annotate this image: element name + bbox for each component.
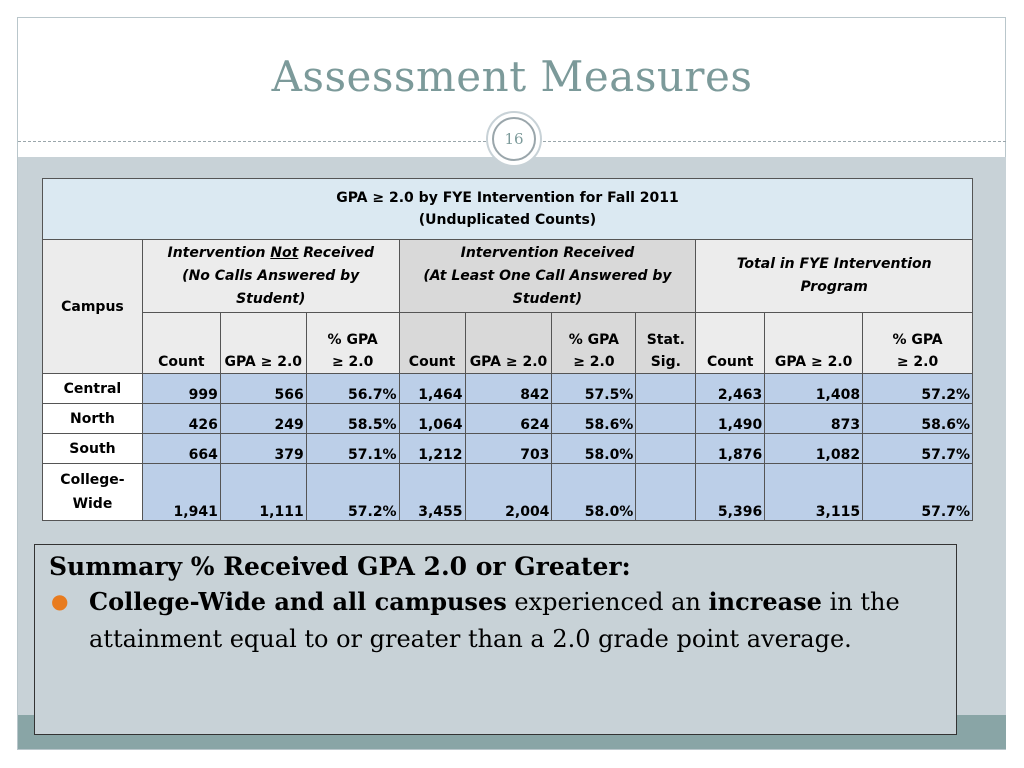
summary-bold-1: College-Wide and all campuses	[89, 587, 507, 616]
stat-sig-cell	[635, 403, 697, 434]
nr-gpa-cell: 566	[219, 373, 307, 404]
subheader-r-count: Count	[398, 312, 466, 374]
r-count-cell: 3,455	[398, 463, 466, 521]
group-received-line2: (At Least One Call Answered by	[423, 267, 672, 284]
group-not-received-suffix: Received	[298, 244, 375, 261]
group-header-not-received: Intervention Not Received (No Calls Answ…	[141, 239, 400, 313]
campus-cell: Central	[42, 373, 143, 404]
table-row-south: South 664 379 57.1% 1,212 703 58.0% 1,87…	[42, 433, 973, 464]
table-caption-line2: (Unduplicated Counts)	[418, 212, 597, 228]
group-not-received-emphasis: Not	[270, 244, 299, 261]
nr-pct-cell: 56.7%	[305, 373, 400, 404]
t-count-cell: 1,876	[695, 433, 766, 464]
bullet-dot-icon: ●	[51, 589, 69, 613]
subheader-stat-line1: Stat.	[646, 332, 685, 348]
nr-count-cell: 999	[141, 373, 221, 404]
subheader-t-pct: % GPA ≥ 2.0	[862, 312, 973, 374]
slide-title: Assessment Measures	[271, 52, 753, 101]
r-gpa-cell: 703	[464, 433, 553, 464]
r-pct-cell: 58.6%	[551, 403, 637, 434]
table-caption-line1: GPA ≥ 2.0 by FYE Intervention for Fall 2…	[336, 190, 679, 206]
table-row-college-wide: College- Wide 1,941 1,111 57.2% 3,455 2,…	[42, 463, 973, 521]
summary-heading: Summary % Received GPA 2.0 or Greater:	[49, 552, 631, 581]
subheader-nr-gpa: GPA ≥ 2.0	[219, 312, 307, 374]
nr-pct-cell: 57.2%	[305, 463, 400, 521]
campus-line1: College-	[60, 472, 125, 488]
subheader-pct-line1: % GPA	[327, 332, 378, 348]
nr-gpa-cell: 249	[219, 403, 307, 434]
campus-line2: Wide	[72, 496, 113, 512]
nr-pct-cell: 57.1%	[305, 433, 400, 464]
subheader-stat-sig: Stat. Sig.	[635, 312, 697, 374]
group-received-line3: Student)	[512, 290, 583, 307]
subheader-pct-line2: ≥ 2.0	[331, 354, 374, 370]
summary-box: Summary % Received GPA 2.0 or Greater: ●…	[34, 544, 957, 735]
t-count-cell: 2,463	[695, 373, 766, 404]
gpa-table: GPA ≥ 2.0 by FYE Intervention for Fall 2…	[42, 178, 973, 521]
subheader-t-count: Count	[695, 312, 766, 374]
group-received-line1: Intervention Received	[460, 244, 635, 261]
campus-cell: North	[42, 403, 143, 434]
r-pct-cell: 58.0%	[551, 463, 637, 521]
subheader-pct-line2: ≥ 2.0	[896, 354, 939, 370]
t-gpa-cell: 3,115	[764, 463, 864, 521]
table-caption: GPA ≥ 2.0 by FYE Intervention for Fall 2…	[42, 178, 973, 240]
group-total-line1: Total in FYE Intervention	[736, 256, 932, 272]
campus-header: Campus	[42, 239, 143, 374]
summary-bold-2: increase	[708, 587, 822, 616]
t-pct-cell: 57.2%	[862, 373, 973, 404]
t-gpa-cell: 1,408	[764, 373, 864, 404]
group-not-received-line2: (No Calls Answered by	[182, 267, 360, 284]
nr-gpa-cell: 1,111	[219, 463, 307, 521]
group-total-line2: Program	[800, 279, 868, 295]
subheader-pct-line2: ≥ 2.0	[573, 354, 615, 370]
summary-bullet: ● College-Wide and all campuses experien…	[49, 583, 942, 658]
subheader-t-gpa: GPA ≥ 2.0	[764, 312, 864, 374]
group-header-total: Total in FYE Intervention Program	[695, 239, 973, 313]
subheader-pct-line1: % GPA	[568, 332, 619, 348]
group-not-received-line3: Student)	[236, 290, 306, 307]
table-row-central: Central 999 566 56.7% 1,464 842 57.5% 2,…	[42, 373, 973, 404]
r-pct-cell: 57.5%	[551, 373, 637, 404]
r-gpa-cell: 2,004	[464, 463, 553, 521]
r-pct-cell: 58.0%	[551, 433, 637, 464]
nr-count-cell: 426	[141, 403, 221, 434]
subheader-r-gpa: GPA ≥ 2.0	[464, 312, 553, 374]
stat-sig-cell	[635, 373, 697, 404]
subheader-nr-pct: % GPA ≥ 2.0	[305, 312, 400, 374]
group-not-received-line1: Intervention Not Received	[145, 242, 397, 265]
r-count-cell: 1,212	[398, 433, 466, 464]
r-count-cell: 1,064	[398, 403, 466, 434]
t-gpa-cell: 873	[764, 403, 864, 434]
campus-cell: South	[42, 433, 143, 464]
subheader-pct-line1: % GPA	[892, 332, 943, 348]
group-header-received: Intervention Received (At Least One Call…	[398, 239, 697, 313]
t-pct-cell: 57.7%	[862, 463, 973, 521]
r-gpa-cell: 624	[464, 403, 553, 434]
summary-text-2: in the attainment equal to or greater th…	[89, 588, 900, 653]
nr-gpa-cell: 379	[219, 433, 307, 464]
r-count-cell: 1,464	[398, 373, 466, 404]
t-pct-cell: 57.7%	[862, 433, 973, 464]
t-gpa-cell: 1,082	[764, 433, 864, 464]
group-not-received-prefix: Intervention	[167, 244, 271, 261]
r-gpa-cell: 842	[464, 373, 553, 404]
subheader-stat-line2: Sig.	[650, 354, 681, 370]
summary-text-1: experienced an	[506, 588, 709, 616]
slide-number: 16	[492, 117, 536, 161]
nr-pct-cell: 58.5%	[305, 403, 400, 434]
subheader-nr-count: Count	[141, 312, 221, 374]
nr-count-cell: 664	[141, 433, 221, 464]
stat-sig-cell	[635, 433, 697, 464]
campus-cell: College- Wide	[42, 463, 143, 521]
t-count-cell: 5,396	[695, 463, 766, 521]
stat-sig-cell	[635, 463, 697, 521]
subheader-r-pct: % GPA ≥ 2.0	[551, 312, 637, 374]
nr-count-cell: 1,941	[141, 463, 221, 521]
t-pct-cell: 58.6%	[862, 403, 973, 434]
table-row-north: North 426 249 58.5% 1,064 624 58.6% 1,49…	[42, 403, 973, 434]
t-count-cell: 1,490	[695, 403, 766, 434]
